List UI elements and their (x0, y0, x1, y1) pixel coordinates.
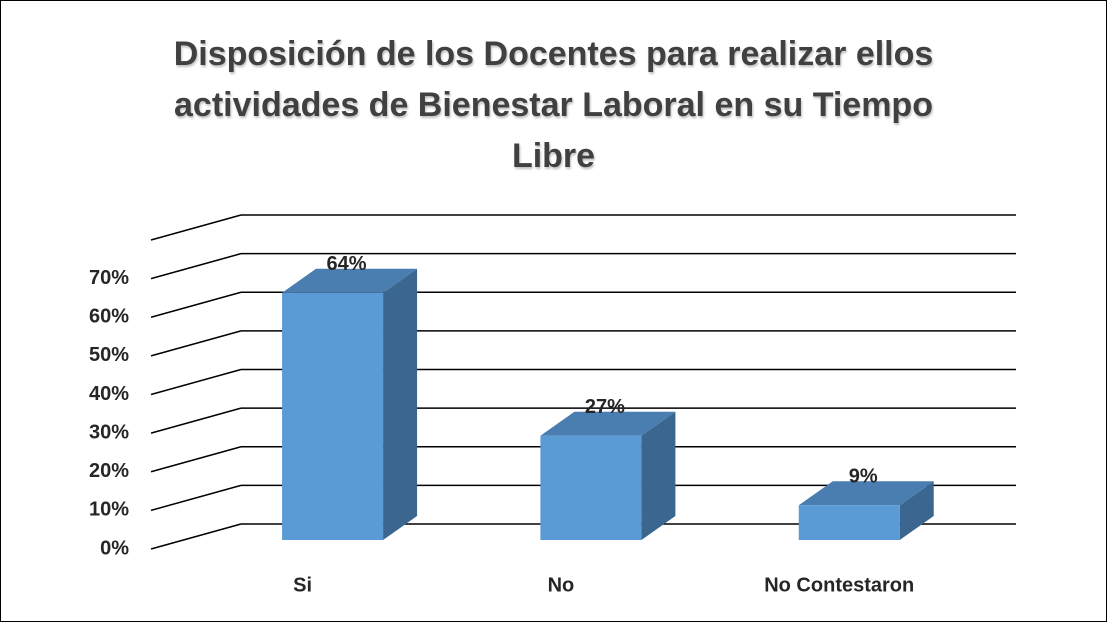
grid-line (150, 484, 242, 512)
bar-side (383, 268, 418, 540)
grid-line (150, 214, 242, 241)
x-tick-label: No Contestaron (764, 574, 914, 596)
y-tick-label: 60% (89, 306, 129, 328)
data-label: 27% (585, 396, 625, 418)
grid-line (150, 523, 242, 550)
y-tick-label: 40% (89, 383, 129, 405)
bar-top (282, 268, 418, 293)
bar-side (899, 481, 934, 540)
y-tick-label: 0% (100, 537, 129, 559)
y-tick-label: 20% (89, 460, 129, 482)
data-label: 9% (849, 466, 878, 488)
y-tick-label: 10% (89, 499, 129, 521)
bar-top (798, 481, 934, 506)
bar (798, 505, 900, 540)
grid-line (150, 291, 242, 318)
bar-side (641, 411, 676, 540)
grid-line (150, 252, 242, 280)
y-tick-label: 70% (89, 267, 129, 289)
bar (540, 435, 642, 540)
x-tick-label: Si (293, 574, 312, 596)
data-label: 64% (327, 253, 367, 275)
x-tick-label: No (548, 574, 575, 596)
grid-line (150, 368, 242, 396)
bar-top (540, 411, 676, 436)
grid-line (150, 330, 242, 357)
chart-title: Disposición de los Docentes para realiza… (173, 35, 934, 175)
y-tick-label: 50% (89, 344, 129, 366)
bar (282, 292, 384, 540)
grid-line (150, 446, 242, 473)
grid-line (150, 407, 242, 434)
y-tick-label: 30% (89, 421, 129, 443)
